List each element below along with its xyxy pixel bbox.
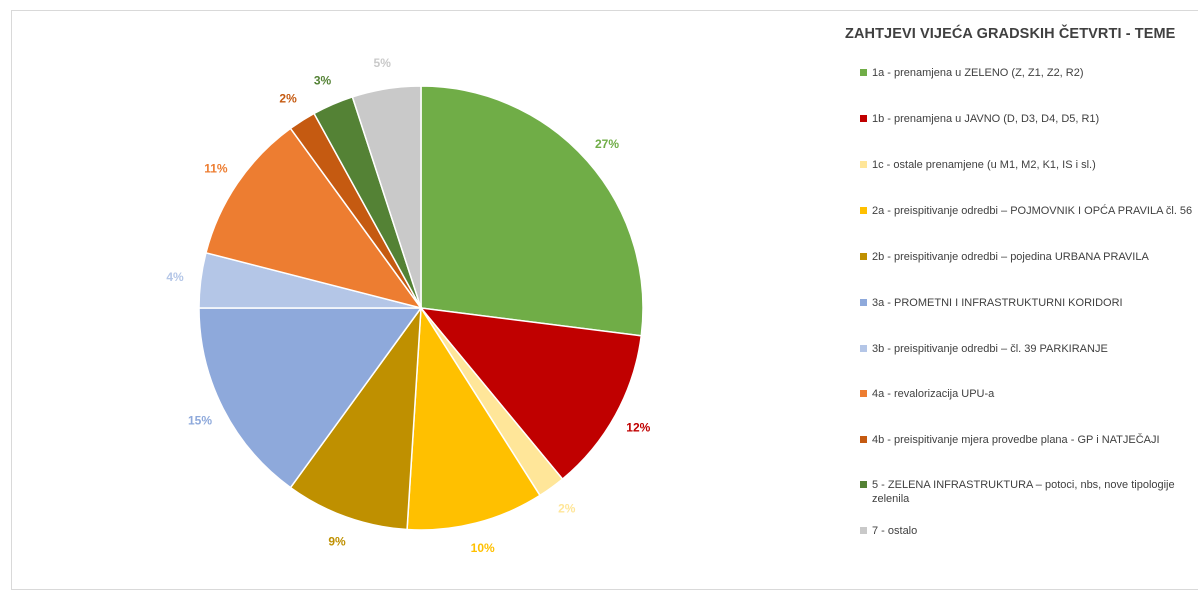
legend-item-10: 5 - ZELENA INFRASTRUKTURA – potoci, nbs,… xyxy=(860,478,1190,506)
legend-swatch xyxy=(860,299,867,306)
legend-swatch xyxy=(860,345,867,352)
legend-item-2: 1b - prenamjena u JAVNO (D, D3, D4, D5, … xyxy=(860,112,1099,126)
pie-slice-3-label: 2% xyxy=(558,502,576,516)
pie-slice-11-label: 5% xyxy=(374,56,392,70)
legend-label: 2b - preispitivanje odredbi – pojedina U… xyxy=(872,251,1149,263)
legend-item-9: 4b - preispitivanje mjera provedbe plana… xyxy=(860,433,1160,447)
legend-label: 3b - preispitivanje odredbi – čl. 39 PAR… xyxy=(872,343,1108,355)
legend: 1a - prenamjena u ZELENO (Z, Z1, Z2, R2)… xyxy=(860,60,1198,560)
legend-item-4: 2a - preispitivanje odredbi – POJMOVNIK … xyxy=(860,204,1192,218)
legend-swatch xyxy=(860,69,867,76)
legend-label: 4b - preispitivanje mjera provedbe plana… xyxy=(872,434,1160,446)
legend-swatch xyxy=(860,115,867,122)
legend-label: 1a - prenamjena u ZELENO (Z, Z1, Z2, R2) xyxy=(872,67,1084,79)
pie-slice-5 xyxy=(289,305,422,531)
legend-item-3: 1c - ostale prenamjene (u M1, M2, K1, IS… xyxy=(860,158,1096,172)
chart-title: ZAHTJEVI VIJEĆA GRADSKIH ČETVRTI - TEME xyxy=(845,26,1176,42)
pie-slice-9-label: 2% xyxy=(279,92,297,106)
pie-slice-11 xyxy=(351,85,422,309)
pie-slice-1-label: 27% xyxy=(595,137,619,151)
legend-item-5: 2b - preispitivanje odredbi – pojedina U… xyxy=(860,250,1149,264)
legend-item-8: 4a - revalorizacija UPU-a xyxy=(860,387,994,401)
legend-label: 3a - PROMETNI I INFRASTRUKTURNI KORIDORI xyxy=(872,297,1123,309)
legend-label: 4a - revalorizacija UPU-a xyxy=(872,388,995,400)
legend-swatch xyxy=(860,390,867,397)
legend-swatch xyxy=(860,527,867,534)
legend-item-6: 3a - PROMETNI I INFRASTRUKTURNI KORIDORI xyxy=(860,296,1123,310)
pie-slice-4 xyxy=(406,305,541,531)
pie-slice-5-label: 9% xyxy=(328,534,346,548)
legend-item-1: 1a - prenamjena u ZELENO (Z, Z1, Z2, R2) xyxy=(860,66,1084,80)
pie-slice-6-label: 15% xyxy=(188,414,212,428)
legend-label: 2a - preispitivanje odredbi – POJMOVNIK … xyxy=(872,205,1193,217)
legend-label: 1b - prenamjena u JAVNO (D, D3, D4, D5, … xyxy=(872,113,1100,125)
pie-slice-2 xyxy=(419,307,643,481)
legend-label: 5 - ZELENA INFRASTRUKTURA – potoci, nbs,… xyxy=(872,479,1175,505)
legend-label: 7 - ostalo xyxy=(872,525,918,537)
pie-slice-2-label: 12% xyxy=(626,421,650,435)
legend-swatch xyxy=(860,253,867,260)
legend-item-7: 3b - preispitivanje odredbi – čl. 39 PAR… xyxy=(860,342,1108,356)
pie-slice-8 xyxy=(205,127,423,310)
legend-swatch xyxy=(860,207,867,214)
pie-slice-10-label: 3% xyxy=(314,73,332,87)
legend-swatch xyxy=(860,436,867,443)
pie-slice-8-label: 11% xyxy=(204,162,228,176)
legend-label: 1c - ostale prenamjene (u M1, M2, K1, IS… xyxy=(872,159,1096,171)
legend-item-11: 7 - ostalo xyxy=(860,524,917,538)
pie-slice-7-label: 4% xyxy=(166,270,184,284)
legend-swatch xyxy=(860,161,867,168)
pie-slice-1 xyxy=(420,85,644,337)
pie-chart: 27% 12% 2% 10% 9% 15% 4% 11% 2% 3% 5% xyxy=(166,56,650,555)
pie-slice-4-label: 10% xyxy=(471,541,495,555)
legend-swatch xyxy=(860,481,867,488)
pie-slice-6 xyxy=(198,307,423,489)
